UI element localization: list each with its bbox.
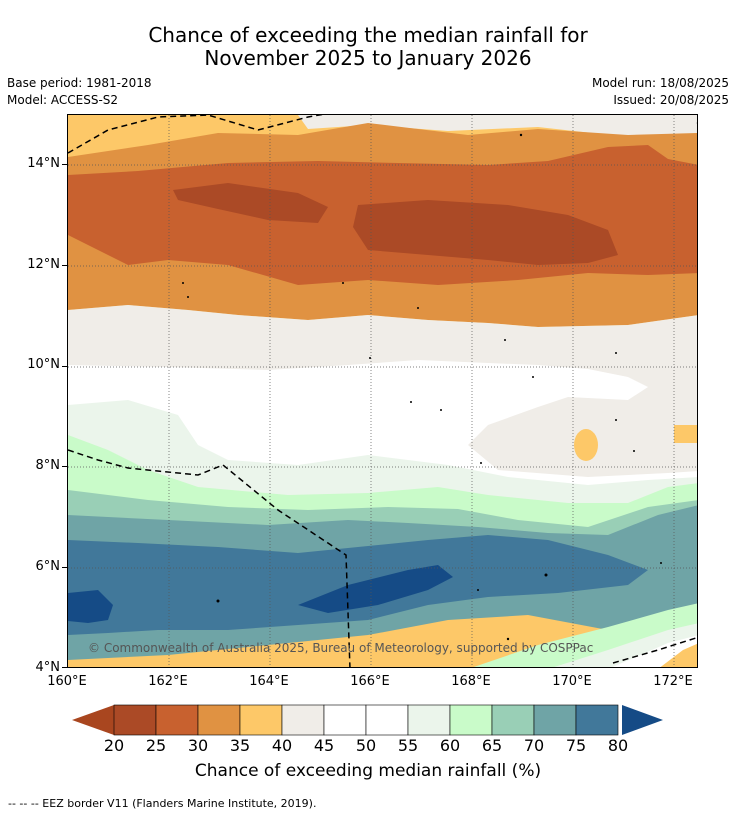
blob-35-40-a bbox=[574, 429, 598, 461]
band-20-25-east bbox=[353, 200, 618, 265]
y-tick bbox=[62, 667, 67, 668]
colorbar-segment bbox=[323, 704, 367, 736]
model-label: Model: ACCESS-S2 bbox=[7, 93, 119, 107]
x-tick-label-162e: 162°E bbox=[148, 674, 188, 689]
colorbar-tick-label: 30 bbox=[187, 736, 209, 755]
colorbar-segment bbox=[113, 704, 157, 736]
x-tick-label-164e: 164°E bbox=[249, 674, 289, 689]
colorbar-tick-label: 50 bbox=[355, 736, 377, 755]
colorbar-segment bbox=[281, 704, 325, 736]
rainfall-map bbox=[67, 114, 698, 668]
colorbar-tick-label: 80 bbox=[607, 736, 629, 755]
y-tick bbox=[62, 265, 67, 266]
colorbar-title: Chance of exceeding median rainfall (%) bbox=[194, 761, 542, 781]
y-tick-label-14n: 14°N bbox=[27, 156, 60, 171]
copyright-notice: © Commonwealth of Australia 2025, Bureau… bbox=[88, 641, 594, 655]
colorbar-tick-label: 65 bbox=[481, 736, 503, 755]
x-tick-label-160e: 160°E bbox=[47, 674, 87, 689]
x-tick-label-170e: 170°E bbox=[552, 674, 592, 689]
graticule bbox=[68, 115, 697, 667]
band-gt80-west bbox=[68, 590, 113, 623]
islands bbox=[182, 122, 697, 641]
colorbar-tick-label: 20 bbox=[103, 736, 125, 755]
y-tick bbox=[62, 466, 67, 467]
colorbar-segment bbox=[239, 704, 283, 736]
y-tick-label-4n: 4°N bbox=[35, 660, 61, 675]
x-tick-label-166e: 166°E bbox=[350, 674, 390, 689]
colorbar-segment bbox=[533, 704, 577, 736]
colorbar-segment bbox=[449, 704, 493, 736]
colorbar-segment bbox=[407, 704, 451, 736]
y-tick bbox=[62, 164, 67, 165]
colorbar-segment bbox=[575, 704, 619, 736]
colorbar-tick-label: 60 bbox=[439, 736, 461, 755]
map-svg bbox=[68, 115, 697, 667]
y-tick-label-6n: 6°N bbox=[35, 559, 61, 574]
colorbar-tick-label: 75 bbox=[565, 736, 587, 755]
colorbar-tick-label: 70 bbox=[523, 736, 545, 755]
issued-label: Issued: 20/08/2025 bbox=[613, 93, 729, 107]
base-period-label: Base period: 1981-2018 bbox=[7, 76, 152, 90]
colorbar-tick-label: 35 bbox=[229, 736, 251, 755]
colorbar-tick-label: 40 bbox=[271, 736, 293, 755]
y-tick-label-10n: 10°N bbox=[27, 357, 60, 372]
colorbar-tick-label: 55 bbox=[397, 736, 419, 755]
colorbar-segments bbox=[113, 704, 619, 736]
colorbar-high-arrow bbox=[622, 705, 663, 735]
y-tick-label-12n: 12°N bbox=[27, 257, 60, 272]
map-title-line1: Chance of exceeding the median rainfall … bbox=[148, 23, 588, 47]
blob-35-40-b bbox=[674, 425, 697, 443]
colorbar-tick-label: 45 bbox=[313, 736, 335, 755]
y-tick bbox=[62, 366, 67, 367]
model-run-label: Model run: 18/08/2025 bbox=[591, 76, 729, 90]
band-gt80-east bbox=[298, 565, 453, 613]
colorbar-segment bbox=[197, 704, 241, 736]
y-tick bbox=[62, 567, 67, 568]
eez-border bbox=[68, 115, 697, 667]
eez-legend-note: -- -- -- EEZ border V11 (Flanders Marine… bbox=[8, 797, 317, 810]
map-title-line2: November 2025 to January 2026 bbox=[204, 46, 532, 70]
colorbar-segment bbox=[365, 704, 409, 736]
colorbar-segment bbox=[491, 704, 535, 736]
colorbar-low-arrow bbox=[72, 705, 114, 735]
colorbar-tick-label: 25 bbox=[145, 736, 167, 755]
band-35-40-sw bbox=[660, 643, 697, 667]
colorbar-segment bbox=[155, 704, 199, 736]
y-tick-label-8n: 8°N bbox=[35, 458, 61, 473]
band-40-45-top bbox=[298, 115, 697, 137]
band-20-25-west bbox=[173, 183, 328, 223]
colorbar bbox=[72, 704, 663, 736]
x-tick-label-168e: 168°E bbox=[451, 674, 491, 689]
x-tick-label-172e: 172°E bbox=[653, 674, 693, 689]
